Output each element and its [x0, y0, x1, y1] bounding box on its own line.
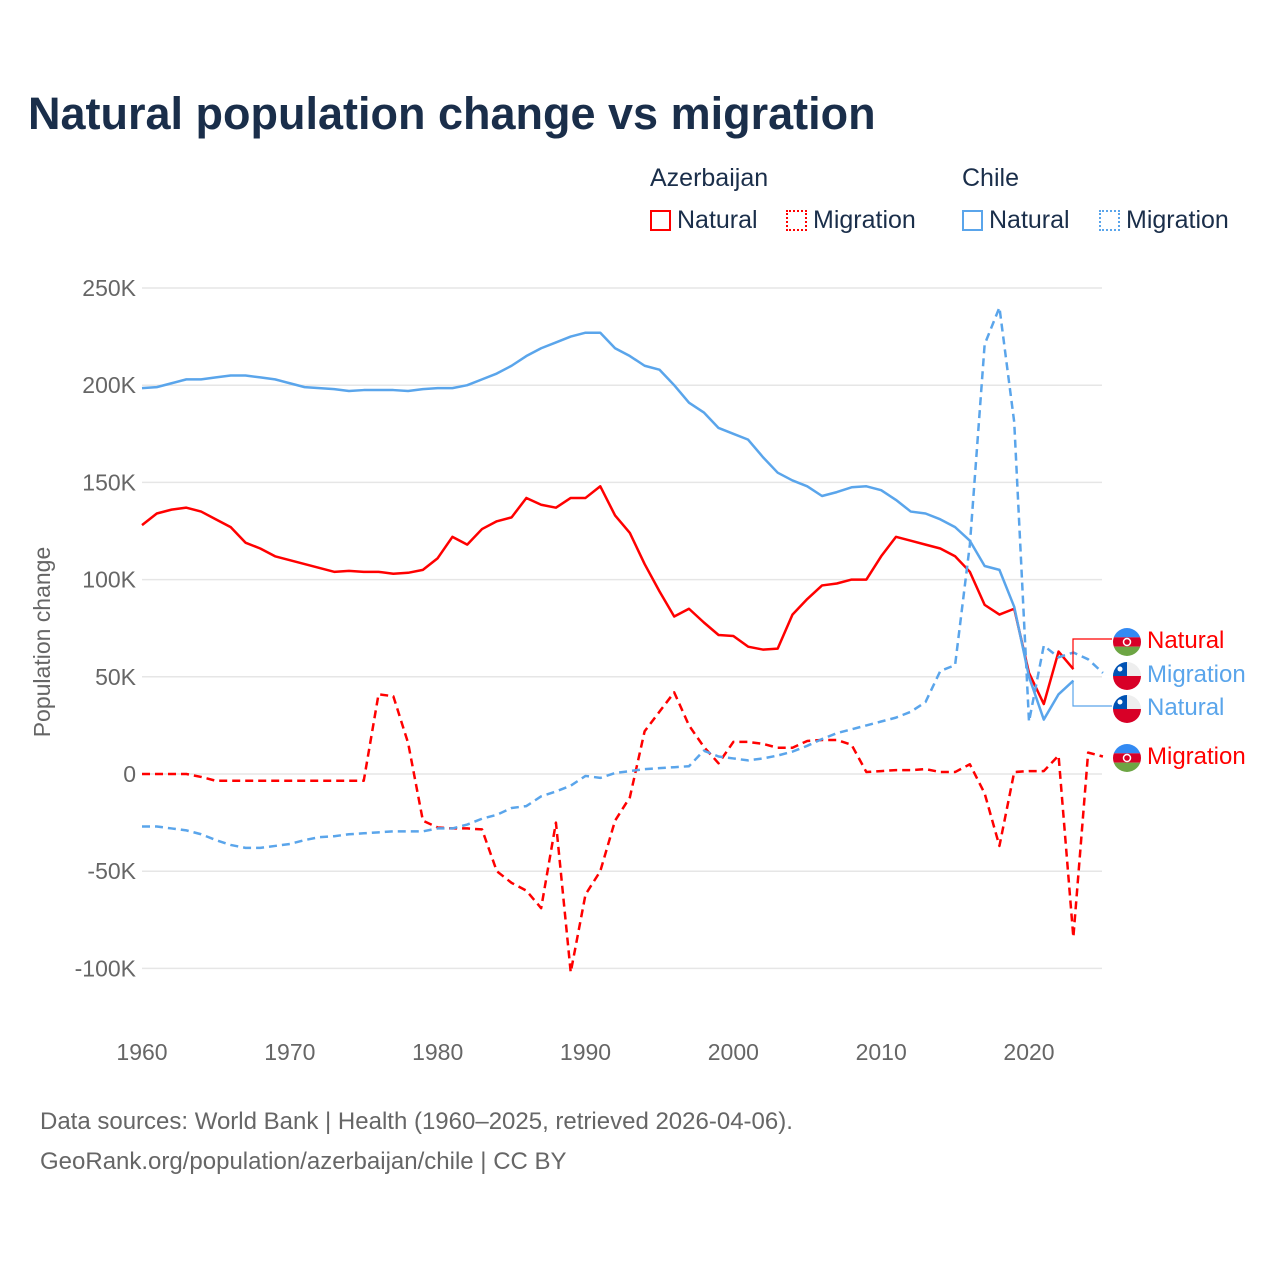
chile-flag-icon	[1113, 662, 1141, 690]
series-end-label: Migration	[1147, 661, 1246, 688]
y-tick-label: 0	[123, 761, 136, 787]
footer-sources: Data sources: World Bank | Health (1960–…	[40, 1108, 793, 1135]
x-tick-label: 1980	[412, 1039, 463, 1065]
legend-label: Migration	[1126, 206, 1229, 234]
legend-azerbaijan-natural[interactable]: Natural	[650, 206, 758, 235]
flag-red	[1113, 676, 1141, 690]
y-axis-label: Population change	[29, 547, 55, 738]
label-leader-line	[1072, 680, 1112, 707]
series-end-label: Natural	[1147, 694, 1224, 721]
flag-blue	[1113, 628, 1141, 638]
legend-azerbaijan-migration[interactable]: Migration	[786, 206, 916, 235]
flag-crescent	[1122, 753, 1132, 763]
y-tick-label: 50K	[95, 664, 137, 690]
chile-flag-icon	[1113, 695, 1141, 723]
flag-body	[1113, 628, 1141, 656]
legend-group-chile: Chile	[962, 164, 1019, 192]
series-line-azerbaijan-natural	[141, 485, 1075, 706]
flag-crescent	[1122, 637, 1132, 647]
x-tick-label: 2000	[708, 1039, 759, 1065]
label-leader-line	[1072, 638, 1112, 670]
legend-label: Migration	[813, 206, 916, 234]
legend-swatch-dotted-icon	[1099, 210, 1120, 231]
legend-swatch-solid-icon	[962, 210, 983, 231]
flag-body	[1113, 744, 1141, 772]
x-tick-label: 1960	[116, 1039, 167, 1065]
legend-chile-natural[interactable]: Natural	[962, 206, 1070, 235]
y-tick-label: 150K	[82, 469, 136, 495]
legend-swatch-solid-icon	[650, 210, 671, 231]
legend-group-azerbaijan: Azerbaijan	[650, 164, 769, 192]
flag-body	[1113, 695, 1141, 723]
legend-swatch-dotted-icon	[786, 210, 807, 231]
footer-link[interactable]: GeoRank.org/population/azerbaijan/chile …	[40, 1148, 567, 1175]
legend-label: Natural	[989, 206, 1070, 234]
y-tick-label: -50K	[87, 858, 136, 884]
series-line-chile-migration	[142, 306, 1104, 850]
x-tick-label: 2020	[1003, 1039, 1054, 1065]
flag-star	[1117, 666, 1123, 672]
legend-label: Natural	[677, 206, 758, 234]
series-line-azerbaijan-migration	[142, 691, 1104, 974]
flag-blue	[1113, 744, 1141, 754]
x-tick-label: 2010	[856, 1039, 907, 1065]
flag-body	[1113, 662, 1141, 690]
y-tick-label: 200K	[82, 372, 136, 398]
y-tick-label: -100K	[75, 955, 137, 981]
y-tick-label: 100K	[82, 567, 136, 593]
flag-red	[1113, 753, 1141, 763]
x-tick-label: 1990	[560, 1039, 611, 1065]
flag-red	[1113, 637, 1141, 647]
y-tick-label: 250K	[82, 275, 136, 301]
x-tick-label: 1970	[264, 1039, 315, 1065]
flag-star	[1117, 699, 1123, 705]
azerbaijan-flag-icon	[1113, 744, 1141, 772]
legend-chile-migration[interactable]: Migration	[1099, 206, 1229, 235]
series-end-label: Migration	[1147, 743, 1246, 770]
flag-green	[1113, 762, 1141, 772]
flag-red	[1113, 709, 1141, 723]
series-line-chile-natural	[141, 331, 1075, 721]
flag-green	[1113, 646, 1141, 656]
series-end-label: Natural	[1147, 627, 1224, 654]
azerbaijan-flag-icon	[1113, 628, 1141, 656]
chart-title: Natural population change vs migration	[28, 88, 876, 139]
